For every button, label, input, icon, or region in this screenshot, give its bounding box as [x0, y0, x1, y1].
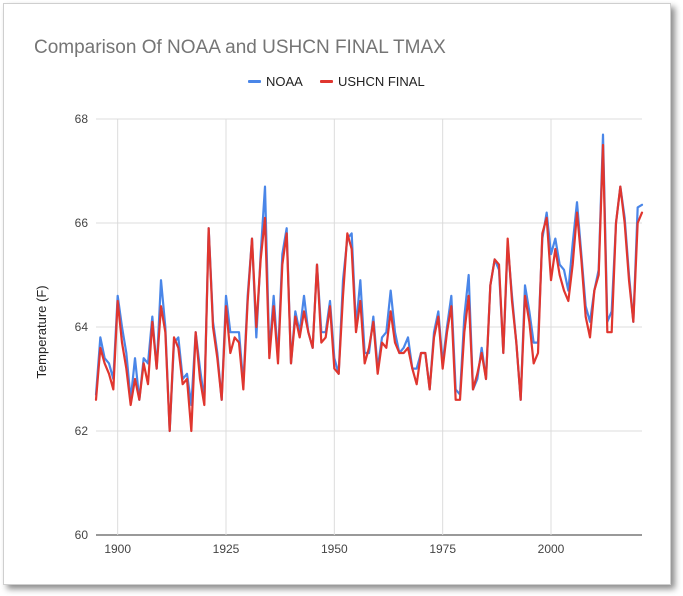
tick-labels: 60 62 64 66 68 1900 1925 1950 1975 2000	[75, 112, 565, 556]
x-tick-label-1925: 1925	[213, 542, 240, 556]
legend-swatch-ushcn-final	[320, 80, 333, 83]
x-tick-label-1900: 1900	[104, 542, 131, 556]
x-tick-label-2000: 2000	[538, 542, 565, 556]
series-line-noaa	[94, 133, 644, 433]
x-tick-label-1975: 1975	[429, 542, 456, 556]
legend: NOAA USHCN FINAL	[248, 74, 425, 89]
chart-card: Comparison Of NOAA and USHCN FINAL TMAX …	[3, 3, 671, 585]
legend-swatch-noaa	[248, 80, 261, 83]
x-tick-label-1950: 1950	[321, 542, 348, 556]
legend-label-ushcn-final: USHCN FINAL	[338, 74, 425, 89]
y-tick-label-68: 68	[75, 112, 89, 126]
line-chart: Comparison Of NOAA and USHCN FINAL TMAX …	[34, 37, 644, 556]
chart-title: Comparison Of NOAA and USHCN FINAL TMAX	[34, 37, 446, 58]
series-lines	[94, 133, 644, 433]
series-line-ushcn-final	[94, 143, 644, 433]
y-tick-label-60: 60	[75, 528, 89, 542]
y-tick-label-62: 62	[75, 424, 89, 438]
gridlines	[96, 118, 642, 536]
y-axis-title: Temperature (F)	[34, 285, 49, 378]
y-tick-label-64: 64	[75, 320, 89, 334]
legend-label-noaa: NOAA	[266, 74, 303, 89]
y-tick-label-66: 66	[75, 216, 89, 230]
